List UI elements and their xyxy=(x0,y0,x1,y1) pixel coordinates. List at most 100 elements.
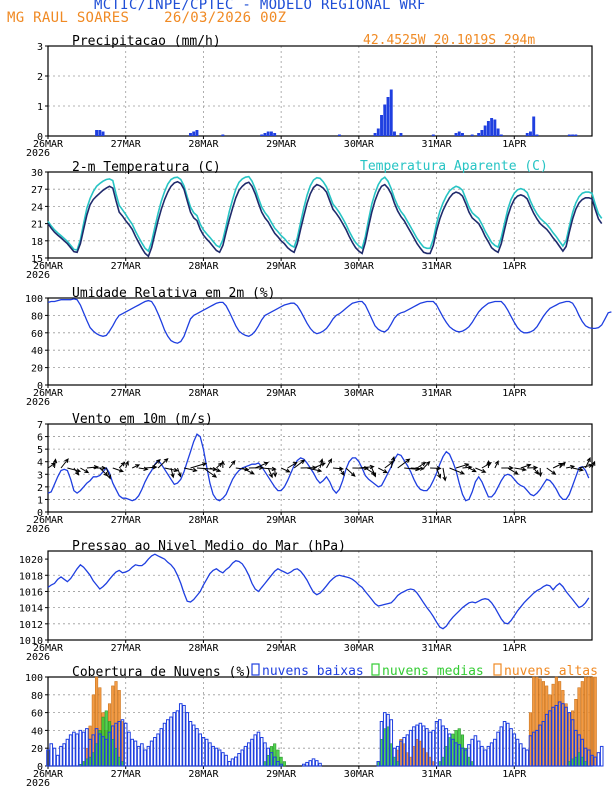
wind-arrow xyxy=(538,467,543,478)
wind-arrow xyxy=(371,467,377,478)
cloud-bar-nuvens-altas xyxy=(593,676,597,767)
temperature-ytick-label: 21 xyxy=(31,220,43,231)
temperature-xtick-label: 27MAR xyxy=(111,261,142,272)
humidity-xtick-label: 28MAR xyxy=(188,388,219,399)
wind-arrow xyxy=(436,467,442,479)
cloud-bar-nuvens-baixas xyxy=(395,745,400,767)
cloud-bar-nuvens-baixas xyxy=(509,728,513,767)
wind-arrow xyxy=(228,459,236,469)
cloud-bar-nuvens-baixas xyxy=(548,710,552,767)
cloud-bar-nuvens-baixas xyxy=(431,729,436,767)
cloud-bar-nuvens-baixas xyxy=(476,740,481,767)
cloud-bar-nuvens-baixas xyxy=(234,756,238,767)
wind-arrow xyxy=(280,467,291,473)
wind-xtick-label: 1APR xyxy=(502,515,527,526)
cloud-bar-nuvens-baixas xyxy=(405,734,410,767)
cloud-bar-nuvens-baixas xyxy=(52,747,57,767)
wind-arrow xyxy=(272,467,278,478)
wind-arrow xyxy=(397,458,411,469)
cloud-bar-nuvens-baixas xyxy=(162,722,167,767)
precip-bar xyxy=(486,121,490,136)
cloud-bar-nuvens-baixas xyxy=(382,712,387,767)
precip-bar xyxy=(393,131,396,136)
precip-bar xyxy=(477,133,481,136)
clouds-frame xyxy=(47,676,593,767)
cloud-bar-nuvens-baixas xyxy=(237,753,241,767)
wind-arrow xyxy=(455,463,470,469)
clouds-title: Cobertura de Nuvens (%) xyxy=(72,665,252,680)
wind-arrow xyxy=(151,458,161,469)
humidity-ytick-label: 80 xyxy=(31,311,43,322)
cloud-bar-nuvens-baixas xyxy=(460,747,465,767)
wind-arrow xyxy=(118,461,126,469)
precip-bar xyxy=(266,131,270,136)
cloud-bar-nuvens-baixas xyxy=(412,726,416,767)
temperature-xtick-label: 30MAR xyxy=(344,261,375,272)
cloud-bar-nuvens-baixas xyxy=(567,712,572,767)
cloud-bar-nuvens-baixas xyxy=(525,749,530,767)
cloud-bar-nuvens-baixas xyxy=(318,762,322,767)
temperature-panel xyxy=(45,171,603,261)
cloud-bar-nuvens-baixas xyxy=(379,721,384,767)
cloud-bar-nuvens-baixas xyxy=(399,740,403,767)
pressure-ytick-label: 1010 xyxy=(19,636,43,647)
cloud-bar-nuvens-baixas xyxy=(434,721,439,767)
precip-bar xyxy=(493,119,497,136)
wind-arrow xyxy=(507,467,519,475)
cloud-bar-nuvens-baixas xyxy=(269,752,274,767)
wind-arrow xyxy=(124,460,129,469)
wind-arrow xyxy=(345,467,356,477)
wind-arrow xyxy=(442,467,447,482)
cloud-bar-nuvens-baixas xyxy=(123,722,128,767)
cloud-bar-nuvens-baixas xyxy=(415,724,419,767)
cloud-bar-nuvens-baixas xyxy=(376,761,381,767)
wind-ytick-label: 5 xyxy=(37,445,43,456)
cloud-bar-nuvens-baixas xyxy=(166,719,170,767)
cloud-bar-nuvens-baixas xyxy=(201,737,206,767)
cloud-bar-nuvens-baixas xyxy=(224,754,228,767)
precip-ytick-label: 2 xyxy=(37,72,43,83)
wind-arrow xyxy=(338,467,345,477)
cloud-bar-nuvens-baixas xyxy=(463,749,468,767)
precip-bar xyxy=(571,134,575,136)
precip-xtick-label: 27MAR xyxy=(111,139,142,150)
wind-arrow xyxy=(358,464,375,470)
precip-bar xyxy=(496,128,500,136)
pressure-title: Pressao ao Nivel Medio do Mar (hPa) xyxy=(72,539,346,554)
precip-frame xyxy=(47,45,593,137)
wind-speed-line xyxy=(47,433,590,502)
wind-arrow xyxy=(177,467,182,478)
cloud-bar-nuvens-baixas xyxy=(486,745,491,767)
clouds-ytick-label: 40 xyxy=(31,726,43,737)
wind-arrow xyxy=(52,458,58,469)
wind-arrow xyxy=(468,467,477,473)
wind-arrow xyxy=(131,464,141,469)
cloud-bar-nuvens-baixas xyxy=(172,712,177,767)
precip-bar xyxy=(269,131,273,136)
cloud-bar-nuvens-baixas xyxy=(117,721,122,767)
cloud-bar-nuvens-baixas xyxy=(454,742,458,767)
cloud-bar-nuvens-baixas xyxy=(198,733,202,767)
cloud-bar-nuvens-baixas xyxy=(538,724,542,767)
cloud-bar-nuvens-baixas xyxy=(541,721,546,767)
precip-xtick-label: 29MAR xyxy=(266,139,297,150)
temperature-xtick-label: 31MAR xyxy=(422,261,453,272)
precip-bar xyxy=(101,131,105,136)
cloud-bar-nuvens-baixas xyxy=(483,749,487,767)
clouds-xtick-label: 29MAR xyxy=(266,769,297,780)
cloud-bar-nuvens-baixas xyxy=(250,738,254,767)
legend-swatch-0 xyxy=(251,663,260,676)
precip-bar xyxy=(380,115,383,136)
wind-arrow xyxy=(546,467,557,475)
cloud-bar-nuvens-baixas xyxy=(467,744,471,767)
wind-ytick-label: 7 xyxy=(37,420,43,431)
wind-arrow xyxy=(378,467,388,474)
pressure-xtick-label: 31MAR xyxy=(422,643,453,654)
cloud-bar-nuvens-baixas xyxy=(149,740,154,767)
clouds-ytick-label: 0 xyxy=(37,762,43,773)
cloud-bar-nuvens-baixas xyxy=(133,740,138,767)
cloud-bar-nuvens-baixas xyxy=(551,706,555,767)
precip-ytick-label: 3 xyxy=(37,42,43,53)
cloud-bar-nuvens-baixas xyxy=(564,706,568,767)
